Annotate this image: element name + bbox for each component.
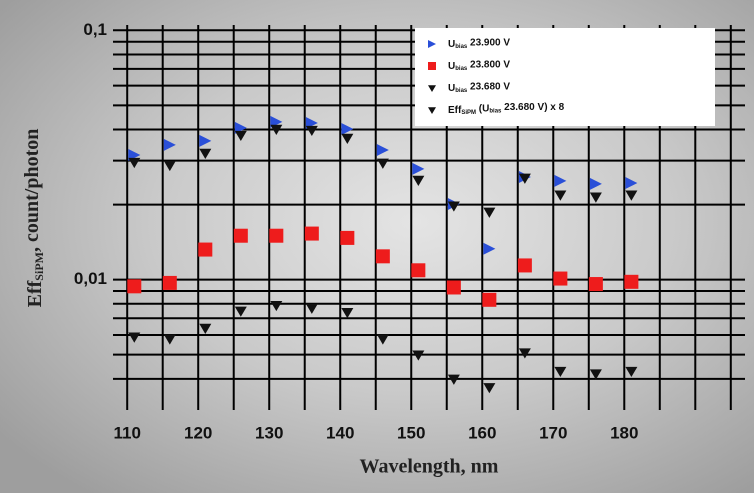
legend-entry: EffSiPM (Ubias 23.680 V) x 8 (448, 102, 565, 116)
marker (162, 275, 177, 290)
marker (625, 190, 638, 201)
marker (554, 190, 567, 201)
text-part: 23.680 V (467, 81, 510, 92)
marker (625, 177, 638, 190)
marker (199, 323, 212, 334)
marker (428, 85, 436, 92)
marker (446, 280, 461, 295)
subscript: bias (455, 44, 468, 50)
marker (624, 274, 639, 289)
subscript: bias (455, 66, 468, 72)
marker (589, 177, 602, 190)
marker (128, 332, 141, 343)
marker (234, 130, 247, 142)
marker (412, 162, 425, 175)
text-part: 23.680 V) x 8 (501, 102, 564, 113)
marker (518, 173, 531, 184)
x-tick-label: 120 (184, 423, 212, 442)
marker (304, 226, 319, 241)
marker (199, 134, 212, 147)
marker (411, 263, 426, 278)
text-part: 23.800 V (467, 59, 510, 70)
legend-entry: Ubias 23.680 V (448, 81, 510, 93)
marker (234, 306, 247, 317)
marker (270, 300, 283, 312)
marker (376, 158, 389, 169)
marker (483, 383, 496, 394)
subscript: bias (489, 108, 502, 114)
marker (553, 271, 568, 286)
marker (588, 277, 603, 292)
marker (233, 228, 248, 243)
marker (127, 279, 142, 294)
marker (517, 258, 532, 273)
marker (518, 348, 531, 359)
y-tick-label: 0,1 (83, 20, 107, 39)
marker (483, 242, 496, 255)
x-tick-label: 140 (326, 423, 354, 442)
x-tick-label: 150 (397, 423, 425, 442)
legend-box (415, 28, 715, 126)
text-part: U (448, 39, 455, 50)
marker (341, 308, 354, 319)
text-part: U (448, 83, 455, 94)
marker (412, 175, 425, 186)
marker (305, 125, 318, 137)
subscript: SiPM (32, 252, 46, 281)
y-tick-label: 0,01 (74, 269, 107, 288)
marker (483, 207, 496, 218)
legend-entry: Ubias 23.900 V (448, 37, 510, 49)
marker (305, 303, 318, 314)
x-tick-label: 180 (610, 423, 638, 442)
marker (163, 138, 176, 151)
text-part: , count/photon (21, 129, 43, 252)
marker (554, 366, 567, 378)
marker (340, 230, 355, 245)
marker (163, 334, 176, 345)
y-axis-label: EffSiPM, count/photon (21, 129, 46, 308)
text-part: Eff (448, 105, 462, 116)
marker (375, 249, 390, 264)
marker (428, 107, 436, 114)
marker (428, 62, 436, 70)
marker (376, 334, 389, 345)
x-tick-label: 130 (255, 423, 283, 442)
marker (198, 242, 213, 257)
marker (199, 148, 212, 159)
subscript: SiPM (461, 110, 476, 116)
text-part: U (448, 61, 455, 72)
marker (270, 124, 283, 135)
marker (589, 369, 602, 380)
x-tick-label: 110 (113, 423, 140, 442)
marker (428, 40, 436, 48)
marker (447, 374, 460, 385)
text-part: Eff (24, 280, 46, 307)
legend-entry: Ubias 23.800 V (448, 59, 510, 71)
marker (412, 350, 425, 361)
marker (447, 201, 460, 212)
marker (554, 174, 567, 187)
marker (625, 366, 638, 378)
marker (163, 160, 176, 172)
text-part: (U (476, 103, 489, 114)
marker (376, 144, 389, 157)
marker (128, 157, 141, 169)
text-part: 23.900 V (467, 37, 510, 48)
marker (269, 228, 284, 243)
x-axis-label: Wavelength, nm (360, 456, 499, 478)
subscript: bias (455, 88, 468, 94)
marker (341, 122, 354, 135)
marker (482, 292, 497, 307)
marker (589, 192, 602, 203)
x-tick-label: 170 (539, 423, 567, 442)
x-tick-label: 160 (468, 423, 496, 442)
marker (341, 133, 354, 144)
